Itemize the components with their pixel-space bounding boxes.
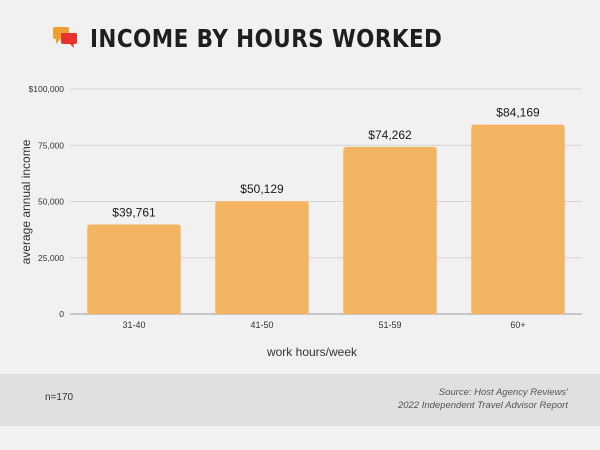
bar bbox=[215, 201, 309, 314]
bar bbox=[471, 124, 565, 314]
y-tick-label: 75,000 bbox=[38, 140, 64, 150]
sample-size-label: n=170 bbox=[45, 392, 74, 403]
footer: n=170 Source: Host Agency Reviews' 2022 … bbox=[0, 374, 600, 426]
bar bbox=[87, 224, 181, 314]
bar-value-label: $84,169 bbox=[496, 106, 540, 120]
y-tick-label: 50,000 bbox=[38, 197, 64, 207]
bar bbox=[343, 146, 437, 314]
y-tick-label: 25,000 bbox=[38, 253, 64, 263]
x-axis-ticks: 31-40 41-50 51-59 60+ bbox=[122, 320, 525, 330]
data-labels: $39,761 $50,129 $74,262 $84,169 bbox=[112, 106, 540, 220]
source-line-1: Source: Host Agency Reviews' bbox=[438, 387, 568, 398]
bar-value-label: $50,129 bbox=[240, 182, 284, 196]
x-axis-label: work hours/week bbox=[266, 345, 358, 359]
x-tick-label: 60+ bbox=[510, 320, 525, 330]
y-tick-label: 0 bbox=[59, 309, 64, 319]
bar-chart: $39,761 $50,129 $74,262 $84,169 0 25,000 50,0… bbox=[19, 84, 582, 359]
chart-header: INCOME BY HOURS WORKED bbox=[52, 18, 500, 58]
y-axis-ticks: 0 25,000 50,000 75,000 $100,000 bbox=[29, 84, 65, 319]
bars bbox=[87, 124, 565, 314]
bar-value-label: $74,262 bbox=[368, 128, 412, 142]
speech-bubbles-icon bbox=[52, 25, 80, 51]
x-tick-label: 41-50 bbox=[250, 320, 273, 330]
x-tick-label: 51-59 bbox=[378, 320, 401, 330]
bar-value-label: $39,761 bbox=[112, 206, 156, 220]
source-line-2: 2022 Independent Travel Advisor Report bbox=[397, 400, 568, 411]
source-note: Source: Host Agency Reviews' 2022 Indepe… bbox=[398, 386, 568, 412]
y-axis-label: average annual income bbox=[19, 139, 33, 264]
x-tick-label: 31-40 bbox=[122, 320, 145, 330]
y-tick-label: $100,000 bbox=[29, 84, 65, 94]
chart-title: INCOME BY HOURS WORKED bbox=[90, 23, 443, 53]
